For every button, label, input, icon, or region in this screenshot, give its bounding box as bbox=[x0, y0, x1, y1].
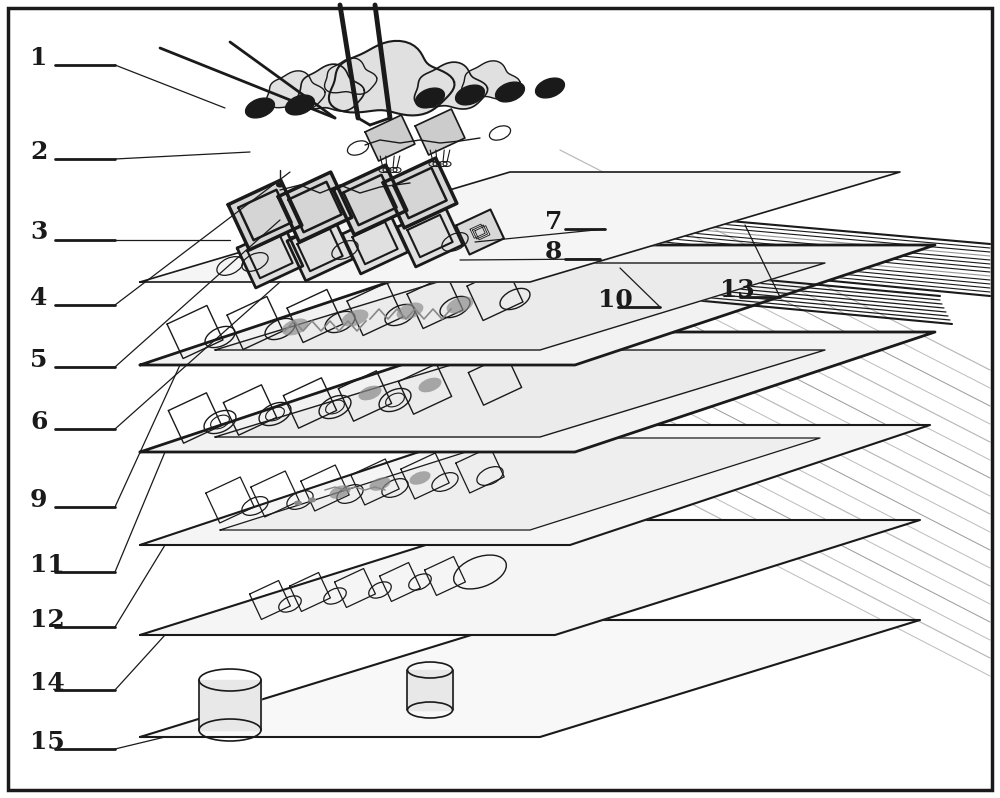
Ellipse shape bbox=[409, 472, 431, 484]
Polygon shape bbox=[140, 520, 920, 635]
Polygon shape bbox=[397, 205, 463, 267]
Ellipse shape bbox=[276, 183, 284, 188]
Text: 15: 15 bbox=[30, 730, 65, 754]
Polygon shape bbox=[215, 350, 825, 437]
Text: 2: 2 bbox=[30, 140, 47, 164]
Ellipse shape bbox=[496, 82, 524, 102]
Text: 14: 14 bbox=[30, 671, 65, 695]
Polygon shape bbox=[329, 41, 454, 116]
Text: 11: 11 bbox=[30, 553, 65, 577]
Ellipse shape bbox=[419, 377, 441, 393]
Ellipse shape bbox=[294, 500, 302, 505]
Ellipse shape bbox=[329, 485, 351, 499]
Polygon shape bbox=[215, 263, 825, 350]
Polygon shape bbox=[228, 180, 302, 250]
Text: 13: 13 bbox=[720, 278, 755, 302]
Polygon shape bbox=[287, 219, 353, 281]
Polygon shape bbox=[266, 71, 325, 109]
Text: 3: 3 bbox=[30, 220, 47, 244]
Text: 10: 10 bbox=[598, 288, 633, 312]
Polygon shape bbox=[383, 158, 457, 228]
Polygon shape bbox=[297, 64, 364, 111]
Polygon shape bbox=[237, 226, 303, 288]
Ellipse shape bbox=[536, 78, 564, 98]
Polygon shape bbox=[220, 438, 820, 530]
Ellipse shape bbox=[359, 385, 381, 401]
Polygon shape bbox=[333, 165, 407, 235]
Text: 1: 1 bbox=[30, 46, 47, 70]
Text: 4: 4 bbox=[30, 286, 47, 310]
Polygon shape bbox=[407, 670, 453, 710]
Ellipse shape bbox=[246, 98, 274, 118]
Polygon shape bbox=[140, 620, 920, 737]
Polygon shape bbox=[140, 245, 935, 365]
Polygon shape bbox=[456, 209, 504, 255]
Text: 9: 9 bbox=[30, 488, 48, 512]
Ellipse shape bbox=[416, 88, 444, 108]
Polygon shape bbox=[140, 332, 935, 452]
Text: 8: 8 bbox=[545, 240, 562, 264]
Ellipse shape bbox=[456, 85, 484, 105]
Ellipse shape bbox=[308, 497, 316, 503]
Ellipse shape bbox=[397, 302, 423, 319]
Text: 7: 7 bbox=[545, 210, 562, 234]
Polygon shape bbox=[342, 212, 408, 274]
Ellipse shape bbox=[286, 95, 314, 115]
Polygon shape bbox=[461, 61, 520, 99]
Polygon shape bbox=[415, 109, 465, 155]
Polygon shape bbox=[414, 62, 488, 109]
Polygon shape bbox=[199, 680, 261, 730]
Ellipse shape bbox=[282, 318, 308, 335]
Ellipse shape bbox=[447, 297, 473, 314]
Text: 6: 6 bbox=[30, 410, 47, 434]
Text: 12: 12 bbox=[30, 608, 65, 632]
Ellipse shape bbox=[369, 477, 391, 491]
Polygon shape bbox=[140, 172, 900, 282]
Polygon shape bbox=[140, 425, 930, 545]
Ellipse shape bbox=[342, 310, 368, 326]
Polygon shape bbox=[365, 115, 415, 161]
Polygon shape bbox=[278, 172, 352, 242]
Text: 5: 5 bbox=[30, 348, 47, 372]
